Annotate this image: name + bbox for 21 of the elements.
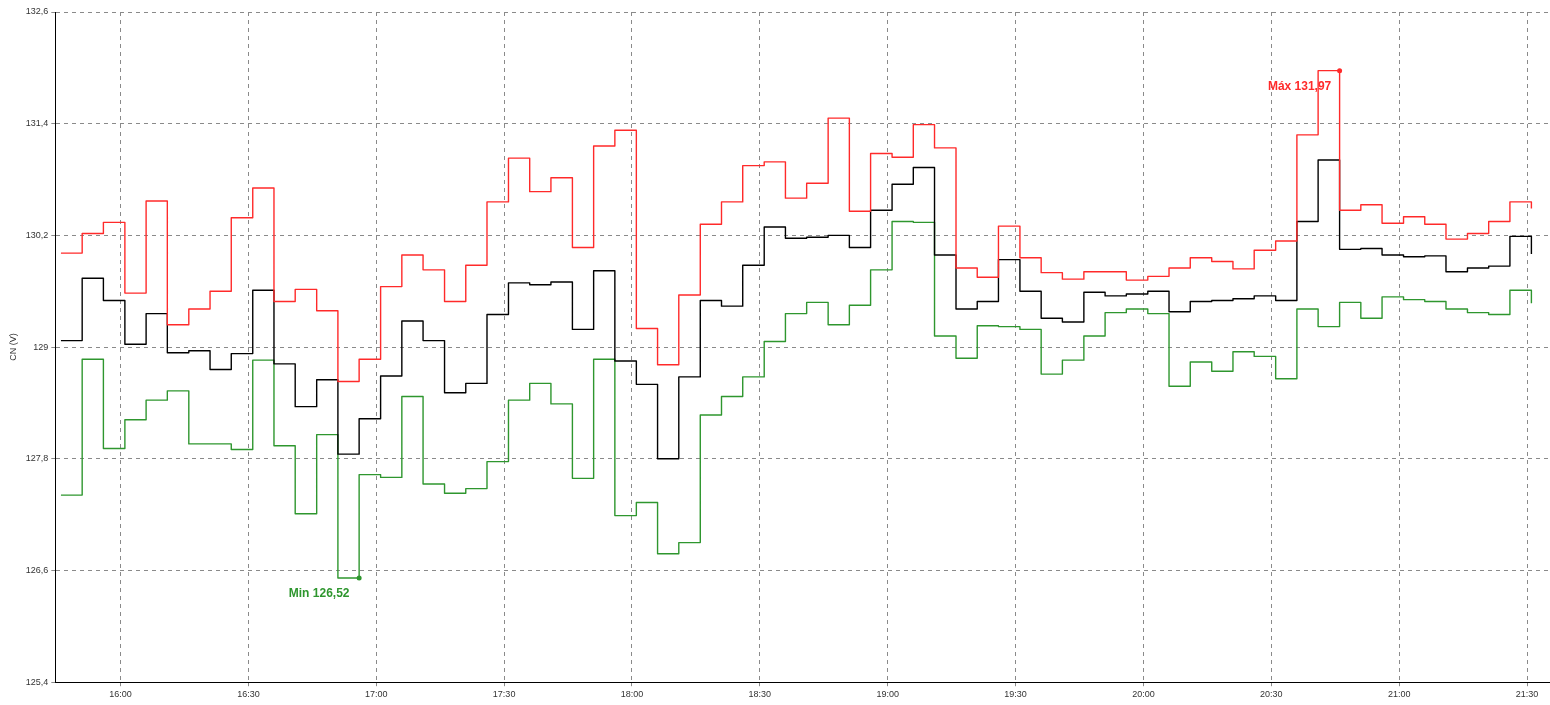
x-tick-label: 21:30 bbox=[1515, 689, 1539, 700]
y-axis-title: CN (V) bbox=[7, 333, 18, 361]
x-tick-label: 20:00 bbox=[1132, 689, 1155, 700]
x-tick-label: 20:30 bbox=[1260, 689, 1283, 700]
y-tick-label: 127,8 bbox=[25, 453, 49, 464]
x-tick-label: 18:30 bbox=[748, 689, 772, 700]
y-tick-label: 126,6 bbox=[25, 564, 49, 575]
annotation: Min 126,52 bbox=[288, 586, 350, 601]
x-tick-label: 16:00 bbox=[109, 689, 132, 700]
x-tick-label: 17:00 bbox=[365, 689, 388, 700]
x-tick-label: 16:30 bbox=[237, 689, 260, 700]
x-tick-label: 18:00 bbox=[620, 689, 644, 700]
y-tick-label: 125,4 bbox=[25, 676, 49, 687]
x-tick-label: 17:30 bbox=[492, 689, 516, 700]
x-tick-label: 19:00 bbox=[876, 689, 899, 700]
y-tick-label: 132,6 bbox=[25, 6, 49, 17]
y-tick-label: 130,2 bbox=[25, 229, 49, 240]
x-tick-label: 19:30 bbox=[1004, 689, 1027, 700]
x-tick-label: 21:00 bbox=[1387, 689, 1411, 700]
y-tick-label: 131,4 bbox=[25, 118, 49, 129]
y-tick-label: 129 bbox=[33, 341, 49, 352]
